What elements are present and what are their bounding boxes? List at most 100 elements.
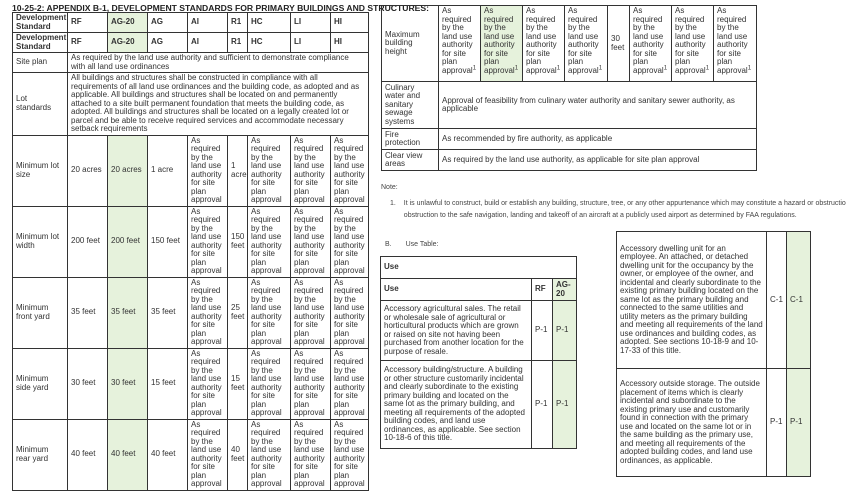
rf-value: C-1	[766, 231, 787, 369]
row-label: Fire protection	[381, 128, 439, 150]
cell-value: As required by the land use authority fo…	[247, 205, 291, 278]
row-value: As required by the land use authority, a…	[438, 149, 757, 171]
cell-value: As required by the land use authority fo…	[330, 347, 369, 420]
cell-value: As required by the land use authority fo…	[671, 5, 714, 82]
column-header: HI	[330, 12, 369, 33]
column-header: RF	[67, 12, 108, 33]
cell-value: As required by the land use authority fo…	[564, 5, 608, 82]
column-header: AG-20	[551, 278, 578, 301]
standard-row: Culinary water and sanitary sewage syste…	[381, 81, 757, 129]
footnote-marker: 1	[556, 64, 561, 71]
cell-value: 15 feet	[227, 347, 248, 420]
column-header: HC	[247, 32, 291, 53]
row-label: Minimum side yard	[12, 347, 68, 420]
cell-value: 35 feet	[67, 276, 108, 349]
column-header: RF	[67, 32, 108, 53]
header-row: Development Standard RF AG-20 AG AI R1 HC LI HI	[12, 32, 369, 53]
row-value: As recommended by fire authority, as app…	[438, 128, 757, 150]
row-label: Maximum building height	[381, 5, 439, 82]
footnote-marker: 1	[747, 64, 752, 71]
section-title: Use Table:	[405, 241, 439, 248]
cell-value: 1 acre	[227, 134, 248, 207]
standard-row: Lot standards All buildings and structure…	[12, 72, 369, 136]
ag20-value: P-1	[786, 368, 811, 477]
use-description: Accessory building/structure. A building…	[380, 360, 532, 449]
cell-value: 35 feet	[107, 276, 148, 349]
section-b-heading: B. Use Table:	[385, 241, 439, 248]
cell-value: As required by the land use authority fo…	[290, 205, 331, 278]
footnote-marker: 1	[514, 64, 519, 71]
row-value: All buildings and structures shall be co…	[67, 72, 369, 136]
column-header: AG-20	[107, 12, 148, 33]
rf-value: P-1	[531, 300, 553, 361]
cell-value: As required by the land use authority fo…	[247, 347, 291, 420]
row-label: Lot standards	[12, 72, 68, 136]
cell-value: As required by the land use authority fo…	[247, 418, 291, 491]
column-header: Development Standard	[12, 32, 68, 53]
note-number: 1.	[390, 200, 396, 207]
column-header: HI	[330, 32, 369, 53]
use-row: Accessory agricultural sales. The retail…	[380, 300, 578, 361]
standard-row: Minimum side yard 30 feet 30 feet 15 feet As…	[12, 347, 369, 420]
footnote-marker: 1	[598, 64, 603, 71]
footnote-marker: 1	[705, 64, 710, 71]
cell-value: 30 feet	[107, 347, 148, 420]
cell-value: As required by the land use authority fo…	[290, 134, 331, 207]
ag20-value: C-1	[786, 231, 811, 369]
row-label: Minimum lot size	[12, 134, 68, 207]
ag20-value: P-1	[551, 360, 578, 449]
standard-row: Minimum lot size 20 acres 20 acres 1 acre As…	[12, 134, 369, 207]
cell-value: 150 feet	[147, 205, 188, 278]
cell-value: As required by the land use authority fo…	[330, 418, 369, 491]
column-header: R1	[227, 32, 248, 53]
cell-value: 30 feet	[67, 347, 108, 420]
cell-value: As required by the land use authority fo…	[290, 418, 331, 491]
header-row: Use RF AG-20	[380, 278, 578, 301]
note-heading: Note:	[381, 184, 398, 191]
cell-value: As required by the land use authority fo…	[522, 5, 565, 82]
cell-value: As required by the land use authority fo…	[187, 347, 228, 420]
cell-value: 35 feet	[147, 276, 188, 349]
cell-value: 20 acres	[107, 134, 148, 207]
cell-value: As required by the land use authority fo…	[247, 134, 291, 207]
column-header: RF	[531, 278, 553, 301]
development-standards-table-continued: Maximum building height As required by th…	[381, 5, 757, 171]
row-label: Clear view areas	[381, 149, 439, 171]
use-description: Accessory dwelling unit for an employee.…	[616, 231, 767, 369]
row-label: Minimum lot width	[12, 205, 68, 278]
column-header: R1	[227, 12, 248, 33]
cell-value: 1 acre	[147, 134, 188, 207]
column-header: AG	[147, 12, 188, 33]
cell-value: As required by the land use authority fo…	[187, 134, 228, 207]
standard-row: Minimum lot width 200 feet 200 feet 150 fee…	[12, 205, 369, 278]
standard-row: Clear view areas As required by the land …	[381, 149, 757, 171]
development-standards-table: Development Standard RF AG-20 AG AI R1 HC LI HI D…	[12, 12, 369, 491]
use-row: Accessory dwelling unit for an employee.…	[616, 231, 811, 369]
use-description: Accessory outside storage. The outside p…	[616, 368, 767, 477]
cell-value: As required by the land use authority fo…	[713, 5, 757, 82]
cell-value: 200 feet	[107, 205, 148, 278]
footnote-marker: 1	[663, 64, 668, 71]
column-header: Development Standard	[12, 12, 68, 33]
cell-value: 40 feet	[67, 418, 108, 491]
standard-row: Minimum front yard 35 feet 35 feet 35 feet A…	[12, 276, 369, 349]
column-header: AG	[147, 32, 188, 53]
column-header: LI	[290, 32, 331, 53]
row-label: Culinary water and sanitary sewage syste…	[381, 81, 439, 129]
rf-value: P-1	[766, 368, 787, 477]
cell-value: 15 feet	[147, 347, 188, 420]
caption-row: Use	[379, 256, 578, 279]
cell-value: As required by the land use authority fo…	[290, 276, 331, 349]
footnote-marker: 1	[472, 64, 477, 71]
use-table: Use Use RF AG-20 Accessory agricultural sale…	[379, 256, 578, 449]
column-header: AG-20	[107, 32, 148, 53]
rf-value: P-1	[531, 360, 553, 449]
note-item: 1. It is unlawful to construct, build or…	[390, 198, 849, 222]
column-header: AI	[187, 12, 228, 33]
cell-value: 40 feet	[107, 418, 148, 491]
header-row: Development Standard RF AG-20 AG AI R1 HC LI HI	[12, 12, 369, 33]
use-row: Accessory building/structure. A building…	[380, 360, 578, 449]
column-header: Use	[380, 278, 532, 301]
cell-value: As required by the land use authority fo…	[330, 205, 369, 278]
standard-row: Maximum building height As required by th…	[381, 5, 757, 82]
